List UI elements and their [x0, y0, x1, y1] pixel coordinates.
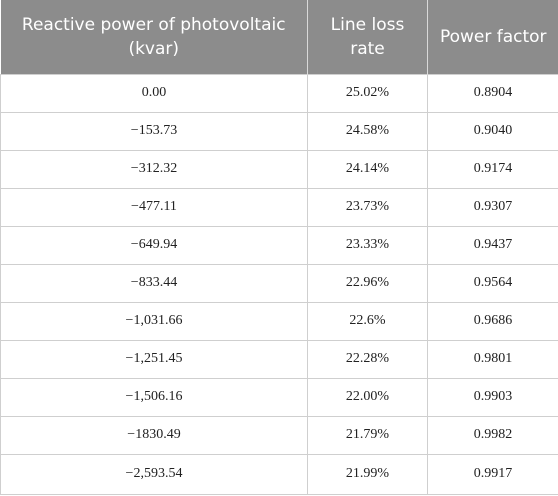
table-row: −2,593.54 21.99% 0.9917 [0, 453, 558, 495]
reactive-power-cell: −153.73 [0, 111, 308, 151]
table-row: −1830.49 21.79% 0.9982 [0, 415, 558, 455]
table-row: −153.73 24.58% 0.9040 [0, 111, 558, 151]
power-factor-cell: 0.9686 [427, 301, 558, 341]
table-row: −833.44 22.96% 0.9564 [0, 263, 558, 303]
line-loss-rate-cell: 23.73% [307, 187, 428, 227]
reactive-power-cell: −477.11 [0, 187, 308, 227]
table-row: −1,251.45 22.28% 0.9801 [0, 339, 558, 379]
line-loss-rate-cell: 25.02% [307, 73, 428, 113]
header-reactive-power: Reactive power of photovoltaic (kvar) [0, 0, 308, 74]
power-factor-cell: 0.9903 [427, 377, 558, 417]
reactive-power-cell: −1830.49 [0, 415, 308, 455]
power-factor-cell: 0.9307 [427, 187, 558, 227]
table-row: −1,031.66 22.6% 0.9686 [0, 301, 558, 341]
line-loss-rate-cell: 22.00% [307, 377, 428, 417]
power-factor-cell: 0.8904 [427, 73, 558, 113]
power-factor-cell: 0.9801 [427, 339, 558, 379]
line-loss-rate-cell: 22.6% [307, 301, 428, 341]
header-row: Reactive power of photovoltaic (kvar) Li… [0, 0, 558, 74]
table-row: −477.11 23.73% 0.9307 [0, 187, 558, 227]
power-factor-cell: 0.9174 [427, 149, 558, 189]
table-header: Reactive power of photovoltaic (kvar) Li… [0, 0, 558, 74]
power-factor-cell: 0.9564 [427, 263, 558, 303]
line-loss-rate-cell: 22.28% [307, 339, 428, 379]
reactive-power-cell: −1,251.45 [0, 339, 308, 379]
power-factor-cell: 0.9982 [427, 415, 558, 455]
line-loss-rate-cell: 23.33% [307, 225, 428, 265]
line-loss-rate-cell: 24.14% [307, 149, 428, 189]
reactive-power-cell: −2,593.54 [0, 453, 308, 495]
table-row: −649.94 23.33% 0.9437 [0, 225, 558, 265]
line-loss-rate-cell: 24.58% [307, 111, 428, 151]
reactive-power-cell: −312.32 [0, 149, 308, 189]
header-line-loss-rate: Line loss rate [307, 0, 428, 74]
reactive-power-cell: −649.94 [0, 225, 308, 265]
reactive-power-cell: −833.44 [0, 263, 308, 303]
power-factor-cell: 0.9437 [427, 225, 558, 265]
reactive-power-cell: −1,031.66 [0, 301, 308, 341]
table-row: −1,506.16 22.00% 0.9903 [0, 377, 558, 417]
line-loss-rate-cell: 22.96% [307, 263, 428, 303]
line-loss-rate-cell: 21.99% [307, 453, 428, 495]
power-factor-cell: 0.9040 [427, 111, 558, 151]
line-loss-rate-cell: 21.79% [307, 415, 428, 455]
header-power-factor: Power factor [427, 0, 558, 74]
reactive-power-cell: 0.00 [0, 73, 308, 113]
table-body: 0.00 25.02% 0.8904 −153.73 24.58% 0.9040 −312.… [0, 73, 558, 495]
reactive-power-cell: −1,506.16 [0, 377, 308, 417]
table-row: −312.32 24.14% 0.9174 [0, 149, 558, 189]
power-factor-cell: 0.9917 [427, 453, 558, 495]
table-row: 0.00 25.02% 0.8904 [0, 73, 558, 113]
